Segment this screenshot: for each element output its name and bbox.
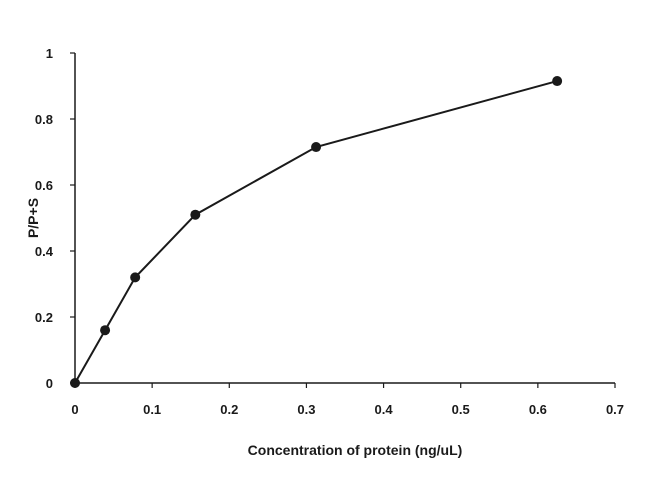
y-tick-label: 0.8 [35, 112, 53, 127]
x-tick-label: 0.2 [220, 402, 238, 417]
data-point [552, 76, 563, 87]
x-tick-label: 0.3 [297, 402, 315, 417]
x-axis-title: Concentration of protein (ng/uL) [248, 442, 463, 458]
x-tick-label: 0.6 [529, 402, 547, 417]
data-point [70, 378, 80, 388]
y-tick-label: 1 [46, 46, 53, 61]
data-point [130, 272, 141, 283]
x-tick-label: 0.7 [606, 402, 624, 417]
y-tick-label: 0 [46, 376, 53, 391]
x-tick-label: 0.1 [143, 402, 161, 417]
axes: 0 0.1 0.2 0.3 0.4 0.5 0.6 0.7 0 0.2 0.4 0.6 0.8 1 [35, 46, 624, 417]
y-axis-title: P/P+S [25, 198, 41, 238]
data-point [100, 325, 111, 336]
y-tick-label: 0.6 [35, 178, 53, 193]
x-tick-label: 0 [71, 402, 78, 417]
y-tick-label: 0.4 [35, 244, 54, 259]
y-tick-label: 0.2 [35, 310, 53, 325]
x-tick-label: 0.4 [375, 402, 394, 417]
series-layer [70, 76, 563, 388]
data-point [311, 142, 322, 153]
data-point [190, 209, 201, 220]
series-line [74, 80, 558, 384]
x-tick-label: 0.5 [452, 402, 470, 417]
